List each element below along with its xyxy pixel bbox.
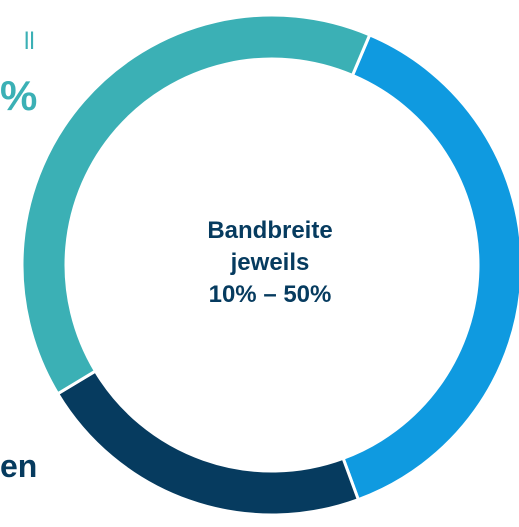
donut-slice-3 <box>20 13 372 396</box>
partial-label-bottom-left: en <box>0 448 38 484</box>
donut-slice-2 <box>55 369 361 517</box>
center-label-line-3: 10% – 50% <box>208 281 332 308</box>
donut-center-label: Bandbreite jeweils 10% – 50% <box>140 215 400 311</box>
center-label-line-1: Bandbreite <box>207 217 333 244</box>
center-label-line-2: jeweils <box>230 249 310 276</box>
partial-label-top-left-line1: ll <box>24 28 35 55</box>
partial-label-top-left-line2: % <box>0 72 38 119</box>
